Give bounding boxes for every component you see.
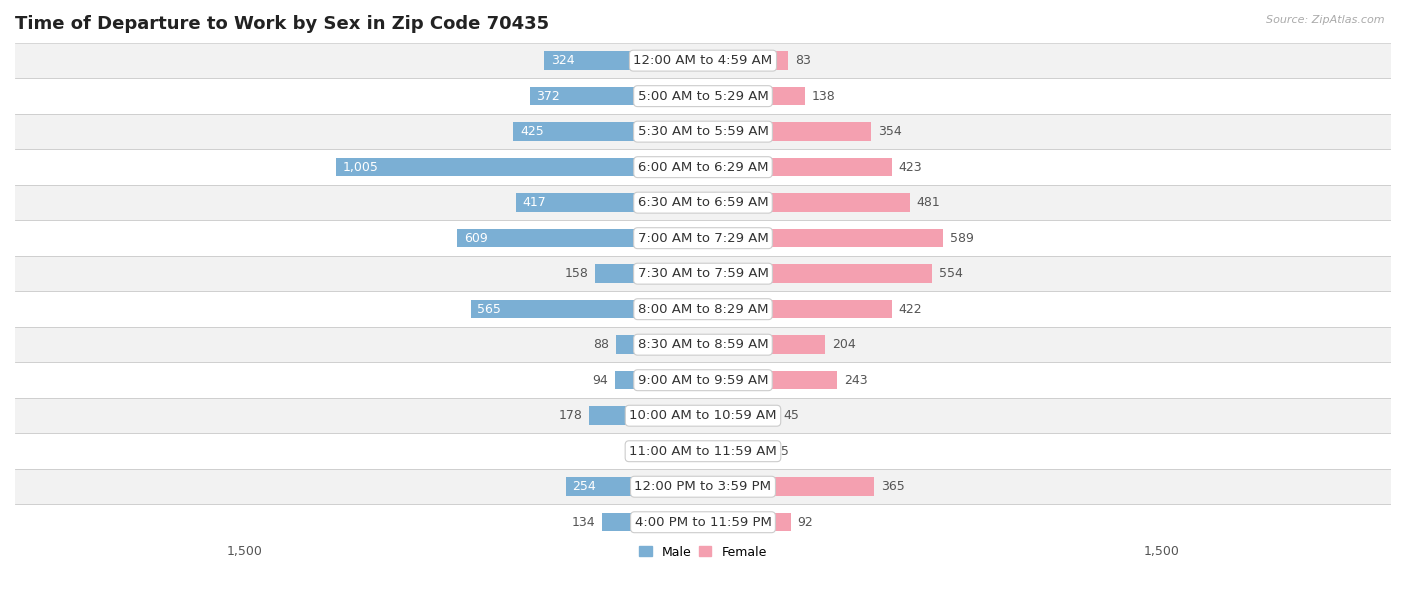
Text: 8:00 AM to 8:29 AM: 8:00 AM to 8:29 AM [638, 303, 768, 315]
Text: 5:30 AM to 5:59 AM: 5:30 AM to 5:59 AM [637, 125, 769, 138]
Bar [762, 264, 932, 283]
Text: 8:30 AM to 8:59 AM: 8:30 AM to 8:59 AM [638, 338, 768, 351]
Bar [0, 78, 1406, 114]
Text: 9:00 AM to 9:59 AM: 9:00 AM to 9:59 AM [638, 374, 768, 387]
Text: 7:00 AM to 7:29 AM: 7:00 AM to 7:29 AM [638, 232, 768, 245]
Bar [0, 398, 1406, 434]
Text: 204: 204 [832, 338, 856, 351]
Text: 5:00 AM to 5:29 AM: 5:00 AM to 5:29 AM [638, 90, 768, 103]
Bar [762, 158, 891, 176]
Bar [641, 442, 644, 460]
Bar [589, 406, 644, 425]
Bar [762, 87, 804, 105]
Text: 423: 423 [898, 160, 922, 173]
Text: Source: ZipAtlas.com: Source: ZipAtlas.com [1267, 15, 1385, 25]
Text: 88: 88 [593, 338, 610, 351]
Bar [565, 478, 644, 496]
Bar [0, 434, 1406, 469]
Text: 425: 425 [520, 125, 544, 138]
Text: 7:30 AM to 7:59 AM: 7:30 AM to 7:59 AM [637, 267, 769, 280]
Bar [0, 469, 1406, 504]
Bar [762, 513, 790, 532]
Bar [0, 43, 1406, 78]
Bar [762, 300, 891, 318]
Bar [762, 229, 943, 248]
Bar [762, 336, 825, 354]
Bar [595, 264, 644, 283]
Text: 178: 178 [558, 409, 582, 422]
Bar [513, 122, 644, 141]
Bar [0, 362, 1406, 398]
Text: 12:00 AM to 4:59 AM: 12:00 AM to 4:59 AM [634, 54, 772, 67]
Bar [0, 504, 1406, 540]
Legend: Male, Female: Male, Female [634, 541, 772, 564]
Text: 10:00 AM to 10:59 AM: 10:00 AM to 10:59 AM [630, 409, 776, 422]
Bar [0, 220, 1406, 256]
Bar [0, 292, 1406, 327]
Text: 1,005: 1,005 [343, 160, 378, 173]
Text: 15: 15 [775, 445, 790, 458]
Text: 83: 83 [794, 54, 811, 67]
Bar [0, 256, 1406, 292]
Bar [530, 87, 644, 105]
Text: 6:00 AM to 6:29 AM: 6:00 AM to 6:29 AM [638, 160, 768, 173]
Bar [762, 478, 875, 496]
Text: 422: 422 [898, 303, 922, 315]
Text: 158: 158 [564, 267, 588, 280]
Text: 365: 365 [882, 480, 905, 493]
Text: 134: 134 [572, 516, 596, 529]
Text: 354: 354 [877, 125, 901, 138]
Bar [457, 229, 644, 248]
Text: 6:30 AM to 6:59 AM: 6:30 AM to 6:59 AM [638, 196, 768, 209]
Bar [762, 194, 910, 212]
Text: 417: 417 [523, 196, 547, 209]
Text: 138: 138 [811, 90, 835, 103]
Text: 243: 243 [844, 374, 868, 387]
Bar [762, 52, 787, 70]
Bar [0, 327, 1406, 362]
Text: 45: 45 [783, 409, 799, 422]
Text: Time of Departure to Work by Sex in Zip Code 70435: Time of Departure to Work by Sex in Zip … [15, 15, 550, 33]
Bar [0, 114, 1406, 150]
Text: 324: 324 [551, 54, 575, 67]
Text: 92: 92 [797, 516, 814, 529]
Bar [336, 158, 644, 176]
Text: 565: 565 [478, 303, 502, 315]
Text: 481: 481 [917, 196, 941, 209]
Text: 372: 372 [537, 90, 560, 103]
Bar [602, 513, 644, 532]
Bar [516, 194, 644, 212]
Bar [762, 122, 870, 141]
Text: 609: 609 [464, 232, 488, 245]
Text: 254: 254 [572, 480, 596, 493]
Text: 4:00 PM to 11:59 PM: 4:00 PM to 11:59 PM [634, 516, 772, 529]
Text: 11:00 AM to 11:59 AM: 11:00 AM to 11:59 AM [628, 445, 778, 458]
Bar [762, 406, 776, 425]
Bar [544, 52, 644, 70]
Text: 9: 9 [626, 445, 634, 458]
Text: 12:00 PM to 3:59 PM: 12:00 PM to 3:59 PM [634, 480, 772, 493]
Bar [616, 336, 644, 354]
Bar [614, 371, 644, 390]
Bar [0, 150, 1406, 185]
Text: 94: 94 [592, 374, 607, 387]
Text: 589: 589 [949, 232, 973, 245]
Bar [471, 300, 644, 318]
Bar [0, 185, 1406, 220]
Text: 554: 554 [939, 267, 963, 280]
Bar [762, 442, 768, 460]
Bar [762, 371, 837, 390]
